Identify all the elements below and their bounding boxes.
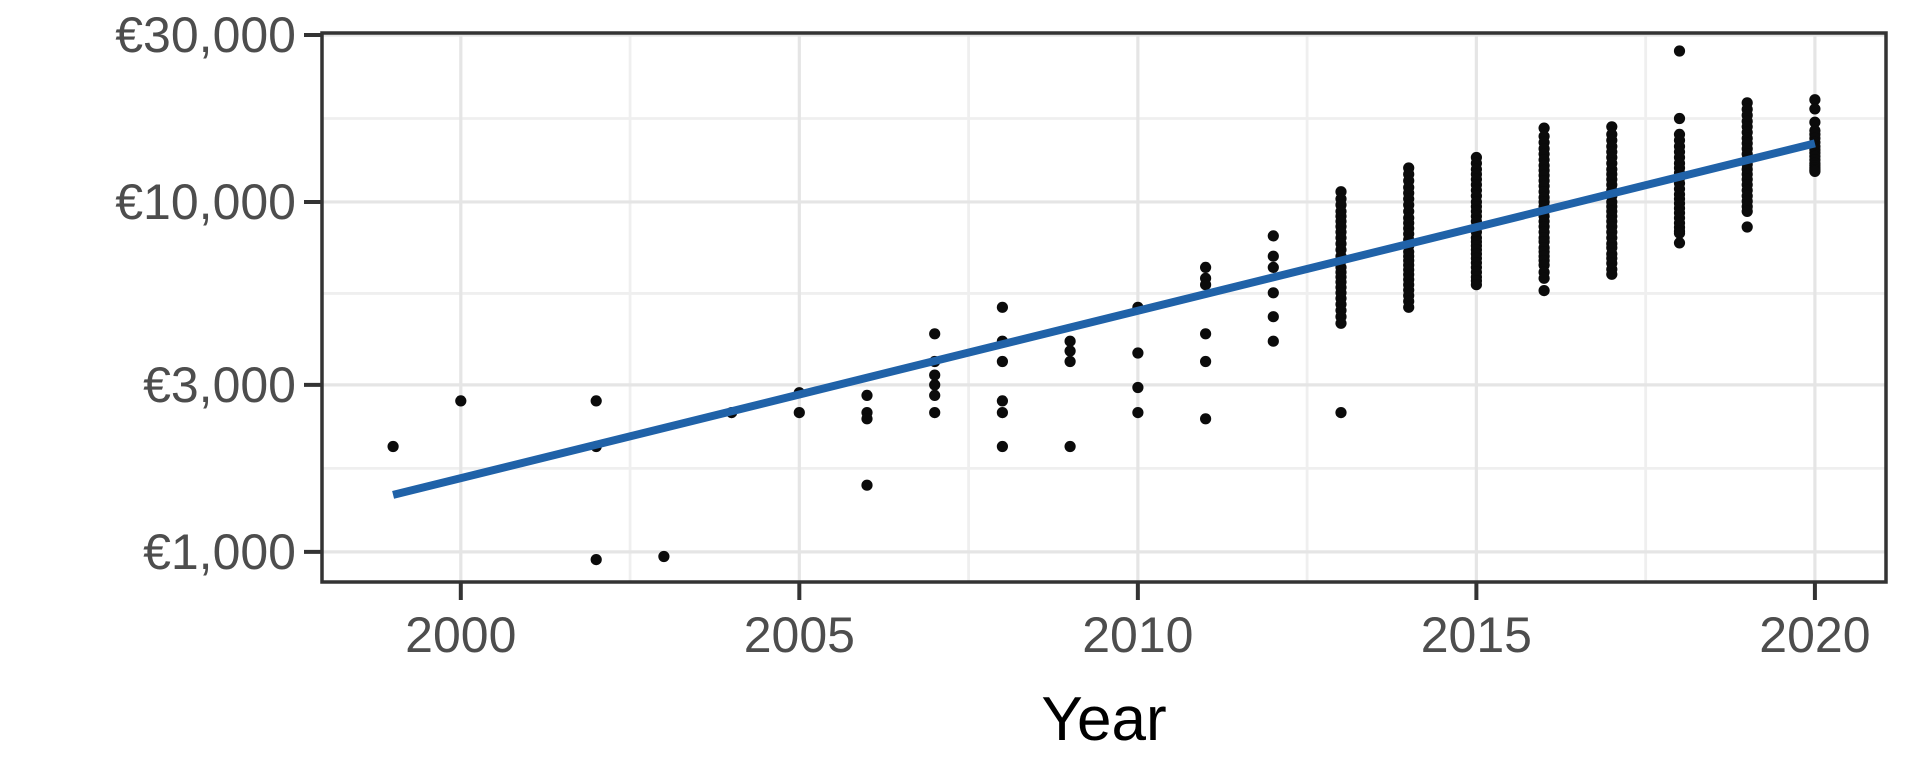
data-point <box>1606 268 1618 280</box>
data-point <box>1200 279 1212 291</box>
data-point <box>1335 407 1347 419</box>
data-point <box>1673 237 1686 249</box>
x-tick-label: 2015 <box>1421 607 1532 663</box>
data-point <box>387 440 399 453</box>
data-point <box>1267 287 1279 299</box>
data-point <box>1673 112 1686 125</box>
data-point <box>793 407 805 419</box>
data-point <box>1064 335 1076 347</box>
data-point <box>861 479 873 491</box>
data-point <box>1741 221 1753 233</box>
data-point <box>1132 381 1144 394</box>
x-tick-label: 2020 <box>1759 607 1870 663</box>
data-point <box>590 554 602 566</box>
data-point <box>861 413 873 425</box>
data-point <box>1809 103 1821 115</box>
data-point <box>1267 230 1279 242</box>
y-tick-label: €30,000 <box>115 7 296 63</box>
data-point <box>1809 116 1821 128</box>
data-point <box>1132 347 1144 359</box>
x-tick-label: 2000 <box>405 607 516 663</box>
data-point <box>1200 328 1212 340</box>
data-point <box>455 395 467 407</box>
data-point <box>1673 45 1686 57</box>
data-point <box>1335 317 1347 329</box>
data-point <box>658 550 670 563</box>
data-point <box>929 407 941 419</box>
y-tick-label: €3,000 <box>143 357 296 413</box>
data-point <box>996 407 1009 419</box>
panel-background <box>322 33 1886 582</box>
data-point <box>1538 285 1550 297</box>
data-point <box>929 379 941 391</box>
data-point <box>1132 407 1144 419</box>
data-point <box>1538 122 1550 134</box>
data-point <box>929 328 941 340</box>
data-point <box>1809 165 1821 177</box>
data-point <box>996 440 1009 453</box>
data-point <box>1267 335 1279 347</box>
data-point <box>1200 261 1212 273</box>
y-tick-label: €1,000 <box>143 524 296 580</box>
data-point <box>996 395 1009 407</box>
data-point <box>1064 345 1076 357</box>
data-point <box>1673 227 1686 239</box>
data-point <box>929 369 941 381</box>
x-tick-label: 2005 <box>744 607 855 663</box>
data-point <box>1064 440 1076 453</box>
panel-border <box>320 31 1888 584</box>
data-point <box>929 389 941 401</box>
x-axis-title: Year <box>1041 685 1167 754</box>
data-point <box>1064 355 1076 368</box>
data-point <box>996 301 1009 313</box>
data-point <box>1538 272 1550 284</box>
data-point <box>1200 413 1212 425</box>
data-point <box>1267 261 1279 273</box>
data-point <box>1200 355 1212 368</box>
data-point <box>861 389 873 401</box>
data-point <box>1470 279 1482 291</box>
data-point <box>1741 205 1753 217</box>
data-point <box>1403 301 1415 313</box>
data-point <box>996 355 1009 368</box>
trend-line <box>392 139 1816 499</box>
y-tick-label: €10,000 <box>115 174 296 230</box>
data-point <box>1267 311 1279 323</box>
data-point <box>1809 94 1821 106</box>
data-point <box>1267 250 1279 262</box>
data-point <box>590 395 602 407</box>
x-tick-label: 2010 <box>1082 607 1193 663</box>
